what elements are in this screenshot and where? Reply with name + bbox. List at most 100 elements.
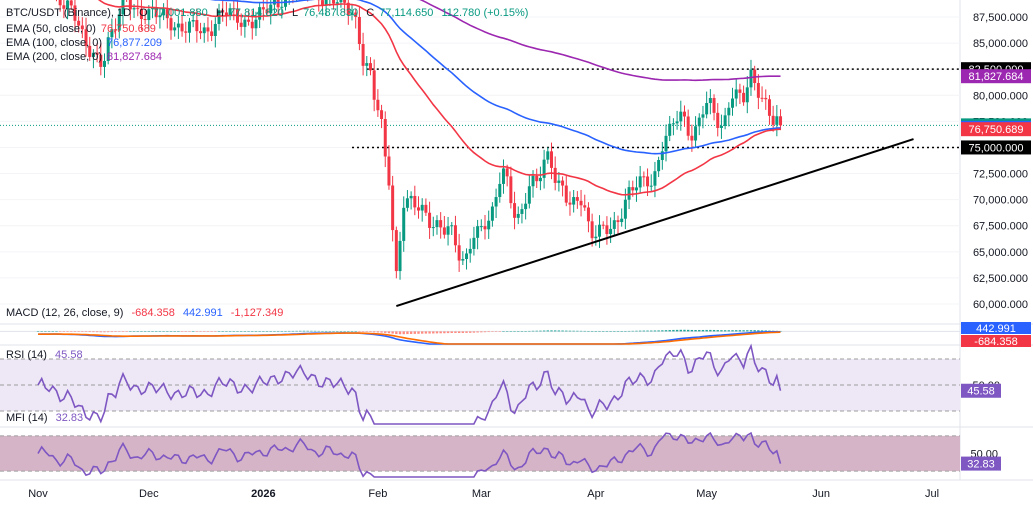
macd-hist-bar <box>88 331 91 333</box>
macd-legend[interactable]: MACD (12, 26, close, 9) -684.358 442.991… <box>6 306 288 320</box>
candle-body <box>424 204 428 213</box>
candle-body <box>165 9 169 19</box>
candle-body <box>775 116 779 125</box>
candle-body <box>106 37 110 61</box>
macd-hist-bar <box>457 331 461 333</box>
time-axis-label: Jul <box>925 488 939 500</box>
macd-hist-bar <box>417 331 420 334</box>
candle-body <box>642 176 646 178</box>
candle-body <box>575 197 579 201</box>
candle-body <box>542 159 546 178</box>
candle-body <box>217 10 221 24</box>
ema100-label: EMA (100, close, 0) <box>6 37 102 49</box>
candle-body <box>609 228 613 235</box>
macd-hist-bar <box>646 330 649 332</box>
macd-hist-bar <box>369 331 372 333</box>
mfi-legend[interactable]: MFI (14) 32.83 <box>6 411 88 425</box>
macd-hist-bar <box>143 331 147 332</box>
candle-body <box>99 54 103 67</box>
macd-hist-bar <box>273 331 276 332</box>
macd-hist-bar <box>631 330 634 332</box>
candle-body <box>738 89 742 93</box>
macd-hist-bar <box>217 331 221 332</box>
candle-body <box>151 8 155 10</box>
candle-body <box>498 183 502 198</box>
candle-body <box>128 0 132 10</box>
macd-hist-bar <box>129 331 132 332</box>
candle-body <box>280 6 284 8</box>
candle-body <box>346 2 350 15</box>
candle-body <box>731 98 735 108</box>
macd-hist-bar <box>428 331 431 334</box>
ema100-legend[interactable]: EMA (100, close, 0) 76,877.209 <box>6 36 167 50</box>
macd-hist-bar <box>36 331 40 332</box>
mfi-badge-bg <box>961 456 1001 471</box>
macd-hist-bar <box>576 330 579 332</box>
macd-hist-bar <box>284 331 287 332</box>
macd-hist-bar <box>110 331 114 333</box>
time-axis-label: Apr <box>587 488 604 500</box>
candle-body <box>91 52 95 57</box>
ema100-line <box>209 0 781 155</box>
price-badge: 75,000.000 <box>961 140 1031 155</box>
candle-body <box>767 99 771 116</box>
candle-body <box>756 83 760 98</box>
macd-hist-bar <box>251 331 254 332</box>
candle-body <box>564 185 568 203</box>
candle-body <box>409 195 413 199</box>
macd-hist-bar <box>590 331 594 332</box>
macd-hist-bar <box>361 331 365 332</box>
ascending-trendline <box>396 138 914 308</box>
macd-hist-bar <box>657 330 660 332</box>
candle-body <box>435 220 439 228</box>
macd-hist-bar <box>716 330 719 332</box>
macd-hist-bar <box>572 330 575 332</box>
macd-hist-bar <box>306 330 309 332</box>
candle-body <box>745 87 749 103</box>
macd-hist-bar <box>114 331 117 332</box>
ema50-legend[interactable]: EMA (50, close, 0) 76,750.689 <box>6 22 161 36</box>
macd-hist-bar <box>236 331 239 332</box>
macd-hist-bar <box>446 331 450 334</box>
candle-body <box>158 15 162 18</box>
candle-body <box>269 4 273 14</box>
price-badge-bg <box>961 69 1031 84</box>
price-tick-label: 80,000.000 <box>973 90 1028 102</box>
macd-hist-bar <box>653 330 657 332</box>
price-tick-label: 62,500.000 <box>973 273 1028 285</box>
candle-body <box>535 175 539 182</box>
macd-signal-line <box>38 331 781 345</box>
candle-body <box>58 0 62 6</box>
price-tick-label: 70,000.000 <box>973 195 1028 207</box>
price-badge-label: 76,750.689 <box>968 124 1023 136</box>
price-tick-label: 85,000.000 <box>973 38 1028 50</box>
candle-body <box>716 112 720 128</box>
macd-hist-bar <box>753 330 756 332</box>
candle-body <box>616 220 620 223</box>
candle-body <box>701 114 705 118</box>
ema200-legend[interactable]: EMA (200, close, 0) 81,827.684 <box>6 50 167 64</box>
rsi-legend[interactable]: RSI (14) 45.58 <box>6 348 88 362</box>
macd-hist-bar <box>70 331 73 332</box>
candle-body <box>490 206 494 221</box>
macd-badge-bg <box>961 322 1031 334</box>
macd-hist-bar <box>347 331 350 332</box>
candle-body <box>476 226 480 238</box>
macd-hist-bar <box>125 331 128 332</box>
macd-hist-bar <box>184 331 187 332</box>
candle-body <box>450 225 454 227</box>
candle-body <box>668 123 672 136</box>
candle-body <box>649 185 653 187</box>
candle-body <box>465 253 469 260</box>
macd-hist-bar <box>384 331 387 333</box>
candle-body <box>77 20 81 26</box>
ema100-value: 76,877.209 <box>107 37 163 49</box>
macd-hist-bar <box>398 331 402 335</box>
candle-body <box>62 5 66 9</box>
candle-body <box>162 9 166 16</box>
macd-hist-bar <box>169 331 173 332</box>
candle-body <box>139 8 143 20</box>
macd-hist-bar <box>757 330 760 332</box>
